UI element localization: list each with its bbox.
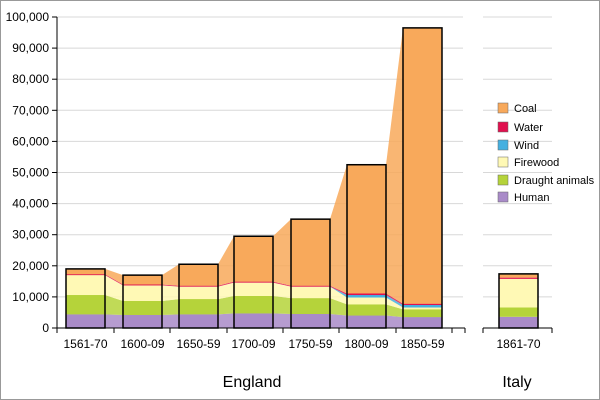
legend-label: Water [514, 122, 543, 134]
bar-segment-wind [347, 295, 386, 298]
bar-segment-human [66, 314, 105, 328]
bar-segment-draught-animals [499, 307, 538, 317]
x-tick-label: 1561-70 [63, 337, 107, 351]
legend-swatch [497, 174, 509, 186]
bar-segment-human [291, 314, 330, 328]
bar-segment-coal [403, 27, 442, 304]
bar-segment-firewood [403, 307, 442, 310]
legend-swatch [497, 121, 509, 133]
y-tick-label: 40,000 [12, 197, 49, 211]
bar-segment-water [179, 285, 218, 287]
bar-segment-coal [179, 264, 218, 286]
bar-segment-wind [403, 304, 442, 308]
bar-segment-water [291, 285, 330, 287]
y-tick-label: 20,000 [12, 259, 49, 273]
bar-segment-coal [66, 268, 105, 275]
bar-segment-water [66, 274, 105, 276]
bar-segment-firewood [123, 285, 162, 301]
y-tick-label: 30,000 [12, 228, 49, 242]
legend-swatch [497, 156, 509, 168]
bar-segment-human [234, 313, 273, 328]
y-tick-label: 10,000 [12, 290, 49, 304]
bar-segment-draught-animals [347, 304, 386, 316]
y-tick-label: 80,000 [12, 72, 49, 86]
x-tick-label: 1850-59 [400, 337, 444, 351]
bar-segment-human [499, 316, 538, 328]
bar-segment-water [499, 277, 538, 279]
legend-label: Firewood [514, 157, 559, 169]
y-tick-label: 60,000 [12, 134, 49, 148]
bar-segment-firewood [291, 286, 330, 299]
bar-segment-water [234, 281, 273, 283]
bar-segment-draught-animals [179, 299, 218, 315]
bar-segment-water [347, 293, 386, 296]
bar-segment-coal [347, 164, 386, 294]
legend-swatch [497, 102, 509, 114]
group-label-italy: Italy [502, 374, 531, 391]
bar-segment-coal [123, 275, 162, 285]
y-tick-label: 100,000 [6, 10, 50, 24]
bar-segment-firewood [234, 282, 273, 296]
y-tick-label: 50,000 [12, 166, 49, 180]
x-tick-label: 1861-70 [496, 337, 540, 351]
bar-segment-human [403, 317, 442, 328]
bar-segment-human [179, 314, 218, 328]
bar-segment-water [403, 303, 442, 305]
x-tick-label: 1700-09 [231, 337, 275, 351]
bar-segment-coal [234, 236, 273, 282]
bar-segment-draught-animals [291, 298, 330, 315]
y-tick-label: 0 [42, 321, 49, 335]
legend-label: Human [514, 192, 549, 204]
legend-swatch [497, 191, 509, 203]
x-tick-label: 1600-09 [120, 337, 164, 351]
legend-label: Coal [514, 103, 537, 115]
bar-segment-coal [499, 273, 538, 278]
bar-segment-firewood [499, 278, 538, 308]
bar-segment-firewood [347, 297, 386, 305]
bar-segment-firewood [179, 286, 218, 300]
bar-segment-draught-animals [234, 295, 273, 314]
bar-segment-draught-animals [403, 309, 442, 318]
x-tick-label: 1650-59 [176, 337, 220, 351]
x-tick-label: 1800-09 [344, 337, 388, 351]
x-tick-label: 1750-59 [288, 337, 332, 351]
bar-segment-water [123, 284, 162, 286]
bar-segment-human [347, 315, 386, 328]
bar-segment-firewood [66, 275, 105, 296]
bar-segment-human [123, 314, 162, 328]
y-tick-label: 90,000 [12, 41, 49, 55]
bar-segment-draught-animals [123, 300, 162, 315]
y-tick-label: 70,000 [12, 103, 49, 117]
legend-label: Wind [514, 140, 539, 152]
bar-segment-draught-animals [66, 295, 105, 315]
group-label-england: England [223, 374, 282, 391]
bar-segment-coal [291, 219, 330, 286]
legend-swatch [497, 139, 509, 151]
legend-label: Draught animals [514, 175, 595, 187]
